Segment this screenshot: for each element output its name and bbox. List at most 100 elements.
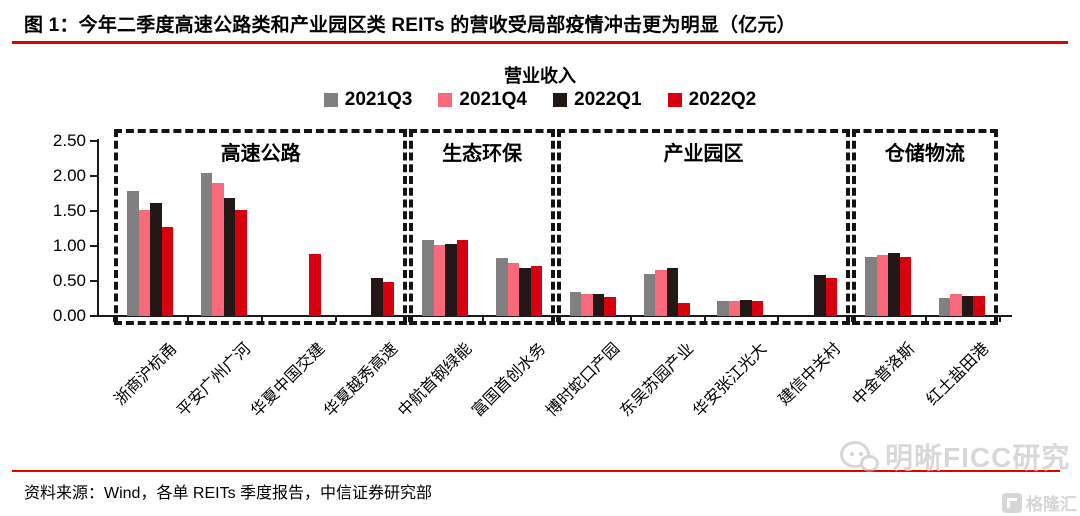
x-tick-mark <box>629 317 632 322</box>
bar-2021Q3-红土盐田港 <box>938 297 951 316</box>
y-tick-mark <box>90 140 97 142</box>
wechat-bubble-small <box>860 454 879 472</box>
y-axis-label: 1.00 <box>52 236 86 255</box>
bar-2022Q2-中航首钢绿能 <box>456 239 469 316</box>
bar-2022Q2-建信中关村 <box>825 278 838 316</box>
bar-2021Q4-华安张江光大 <box>728 300 741 316</box>
legend-item-2021Q4: 2021Q4 <box>438 89 527 111</box>
legend-swatch <box>438 93 453 107</box>
bar-2022Q1-红土盐田港 <box>961 296 974 316</box>
bar-2022Q2-华夏越秀高速 <box>382 282 395 316</box>
x-axis-label: 中金普洛斯 <box>849 340 919 409</box>
source-rule <box>12 470 1060 472</box>
bar-2022Q1-富国首创水务 <box>519 268 531 316</box>
y-axis-line <box>97 139 99 317</box>
bar-2021Q4-东吴苏园产业 <box>655 269 667 316</box>
bar-2021Q4-红土盐田港 <box>950 294 962 316</box>
source-text: 资料来源：Wind，各单 REITs 季度报告，中信证券研究部 <box>24 485 433 502</box>
bar-2022Q2-平安广州广河 <box>235 209 247 316</box>
x-tick-mark <box>260 317 263 322</box>
bar-2022Q2-红土盐田港 <box>973 296 985 316</box>
section-label: 高速公路 <box>220 143 301 165</box>
bar-2022Q2-华夏中国交建 <box>309 253 321 316</box>
section-box-2 <box>556 129 851 325</box>
x-axis-label: 中航首钢绿能 <box>395 340 476 421</box>
bar-chart: 高速公路 生态环保 产业园区 仓储物流 0.00 0.50 1.00 1.50 2.00 2.50… <box>52 129 1012 421</box>
bar-2022Q2-博时蛇口产园 <box>604 297 616 316</box>
bar-2022Q1-华安张江光大 <box>740 299 752 316</box>
x-axis-label: 浙商沪杭甬 <box>111 340 181 409</box>
bar-2021Q3-富国首创水务 <box>496 257 508 316</box>
gelonghui-watermark: 格隆汇 <box>1002 490 1077 515</box>
bar-2022Q2-华安张江光大 <box>751 300 764 316</box>
wechat-watermark: 明晰FICC研究 <box>840 436 1070 476</box>
section-box-1 <box>409 129 555 325</box>
bar-2021Q3-平安广州广河 <box>200 172 213 316</box>
bar-2021Q4-博时蛇口产园 <box>581 293 593 316</box>
x-tick-mark <box>924 317 927 322</box>
x-tick-mark <box>408 317 411 322</box>
bar-2021Q3-中金普洛斯 <box>865 256 877 316</box>
gelonghui-watermark-text: 格隆汇 <box>1026 495 1077 514</box>
legend-label: 2022Q2 <box>688 89 757 110</box>
x-tick-mark <box>186 317 189 322</box>
legend-swatch <box>553 93 567 107</box>
legend-label: 2022Q1 <box>574 89 642 110</box>
legend-item-2022Q1: 2022Q1 <box>553 89 642 111</box>
y-tick-mark <box>90 245 97 247</box>
bar-2021Q3-华安张江光大 <box>717 300 729 316</box>
bar-2021Q4-中航首钢绿能 <box>433 245 446 316</box>
y-axis-label: 2.50 <box>52 131 86 150</box>
x-tick-mark <box>998 317 1001 322</box>
section-label: 生态环保 <box>442 143 523 165</box>
chart-legend: 2021Q3 2021Q4 2022Q1 2022Q2 <box>0 89 1080 111</box>
bar-2022Q1-中金普洛斯 <box>888 253 900 316</box>
bar-2021Q4-富国首创水务 <box>507 262 519 316</box>
y-axis-label: 0.50 <box>52 271 86 290</box>
bar-2022Q1-建信中关村 <box>814 274 826 316</box>
bar-2021Q3-中航首钢绿能 <box>422 239 434 316</box>
bar-2021Q3-博时蛇口产园 <box>569 291 582 316</box>
section-label: 仓储物流 <box>884 143 965 165</box>
x-axis-label: 红土盐田港 <box>923 340 993 409</box>
wechat-icon <box>840 440 879 472</box>
bar-2022Q1-华夏越秀高速 <box>371 277 383 316</box>
bar-2022Q2-中金普洛斯 <box>899 257 911 316</box>
bar-2021Q3-东吴苏园产业 <box>643 274 656 316</box>
x-tick-mark <box>777 317 780 322</box>
bar-2021Q4-浙商沪杭甬 <box>138 209 150 316</box>
bar-2022Q1-中航首钢绿能 <box>445 243 457 316</box>
x-axis-label: 富国首创水务 <box>469 340 550 421</box>
gelonghui-logo-icon <box>1002 492 1022 513</box>
legend-swatch <box>323 93 338 107</box>
bar-2022Q1-平安广州广河 <box>223 198 236 316</box>
x-axis-label: 博时蛇口产园 <box>543 340 624 421</box>
x-axis-label: 华夏越秀高速 <box>321 340 402 421</box>
y-tick-mark <box>90 175 97 177</box>
y-tick-mark <box>90 280 97 282</box>
x-tick-mark <box>851 317 854 322</box>
y-axis-label: 0.00 <box>52 306 86 325</box>
legend-title: 营业收入 <box>504 66 576 86</box>
bar-2022Q1-东吴苏园产业 <box>666 268 679 316</box>
x-tick-mark <box>113 317 116 322</box>
wechat-bubble-big <box>840 440 870 468</box>
bar-2021Q3-浙商沪杭甬 <box>127 191 139 316</box>
legend-label: 2021Q4 <box>459 89 527 110</box>
x-tick-mark <box>334 317 337 322</box>
x-axis-label: 华夏中国交建 <box>247 340 328 421</box>
x-tick-mark <box>482 317 485 322</box>
x-tick-mark <box>555 317 558 322</box>
y-axis-label: 1.50 <box>52 201 86 220</box>
x-axis-label: 建信中关村 <box>775 340 845 409</box>
section-box-3 <box>852 129 998 325</box>
bar-2021Q4-平安广州广河 <box>212 183 224 316</box>
x-axis-line <box>97 315 1012 317</box>
bar-2022Q1-博时蛇口产园 <box>592 294 605 316</box>
legend-item-2022Q2: 2022Q2 <box>667 89 757 111</box>
figure-title: 图 1：今年二季度高速公路类和产业园区类 REITs 的营收受局部疫情冲击更为明… <box>24 15 796 36</box>
legend-swatch <box>667 93 682 107</box>
x-axis-label: 东吴苏园产业 <box>616 340 697 421</box>
bar-2022Q2-浙商沪杭甬 <box>161 227 173 316</box>
